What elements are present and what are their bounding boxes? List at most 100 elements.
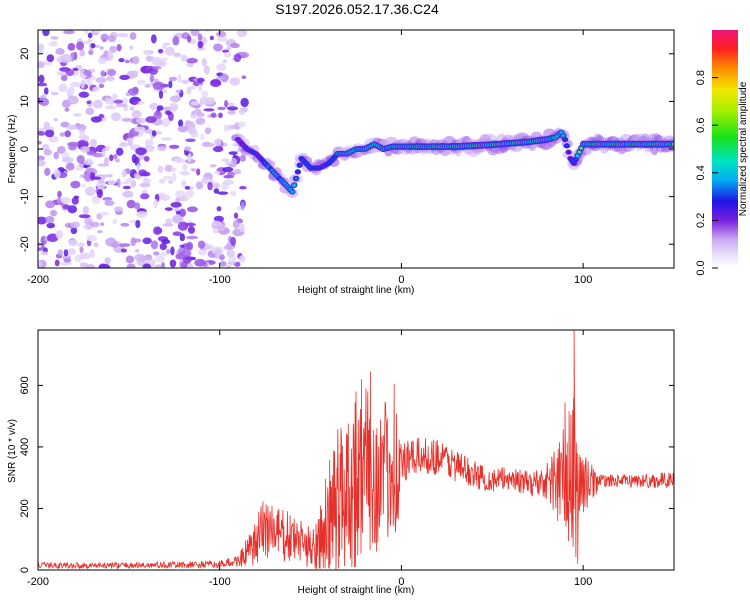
noise-blob — [179, 233, 185, 242]
noise-blob — [201, 58, 207, 67]
noise-blob — [93, 30, 102, 34]
noise-blob — [129, 106, 135, 111]
noise-blob — [98, 113, 105, 119]
noise-blob — [88, 49, 94, 55]
noise-blob — [83, 70, 92, 76]
noise-blob — [83, 40, 91, 45]
noise-blob — [38, 43, 45, 52]
noise-blob — [87, 32, 93, 39]
noise-blob — [60, 53, 72, 64]
ridge-mark — [574, 158, 577, 161]
noise-blob — [68, 86, 75, 96]
noise-blob — [164, 46, 175, 56]
noise-blob — [135, 219, 141, 229]
noise-blob — [86, 100, 92, 104]
noise-blob — [134, 253, 146, 262]
noise-blob — [216, 30, 227, 38]
noise-blob — [186, 206, 198, 213]
noise-blob — [73, 195, 80, 200]
noise-blob — [115, 103, 127, 108]
ridge-mark — [580, 147, 583, 150]
noise-blob — [70, 180, 81, 189]
noise-blob — [172, 36, 180, 46]
noise-blob — [68, 143, 77, 151]
noise-blob — [145, 116, 157, 123]
noise-blob — [149, 74, 155, 83]
noise-blob — [53, 117, 58, 122]
noise-blob — [138, 169, 148, 177]
noise-blob — [179, 170, 191, 176]
noise-blob — [101, 148, 107, 157]
noise-blob — [236, 30, 242, 37]
noise-blob — [43, 121, 51, 131]
noise-blob — [47, 233, 59, 242]
noise-blob — [177, 125, 188, 133]
noise-blob — [63, 30, 75, 35]
noise-blob — [160, 262, 165, 268]
noise-blob — [113, 153, 118, 160]
colorbar-tick-label: 0.0 — [695, 260, 707, 275]
snr-xtick-label: 0 — [398, 576, 404, 588]
noise-blob — [118, 57, 125, 63]
noise-blob — [222, 59, 228, 64]
noise-blob — [136, 211, 148, 218]
noise-blob — [169, 102, 179, 112]
noise-blob — [238, 52, 250, 58]
ridge-mark — [576, 154, 579, 157]
noise-blob — [79, 262, 89, 268]
noise-blob — [112, 218, 118, 224]
noise-blob — [92, 152, 104, 158]
ridge-mark — [296, 170, 299, 173]
noise-blob — [44, 129, 55, 138]
noise-blob — [38, 49, 45, 55]
noise-blob — [143, 255, 153, 261]
noise-blob — [209, 164, 217, 168]
noise-blob — [56, 70, 67, 76]
noise-blob — [197, 33, 203, 41]
noise-blob — [159, 252, 168, 257]
noise-blob — [223, 126, 232, 130]
noise-blob — [104, 105, 117, 110]
colorbar-gradient — [712, 30, 738, 268]
noise-blob — [108, 98, 115, 106]
noise-blob — [156, 105, 164, 111]
noise-blob — [181, 79, 190, 85]
snr-ytick-label: 600 — [19, 376, 31, 394]
noise-blob — [38, 82, 48, 87]
noise-blob — [134, 126, 146, 133]
noise-blob — [40, 251, 49, 256]
noise-blob — [195, 112, 205, 118]
noise-blob — [182, 163, 188, 171]
noise-blob — [238, 223, 245, 233]
noise-blob — [165, 218, 173, 225]
noise-blob — [93, 242, 99, 248]
noise-blob — [181, 179, 187, 188]
noise-blob — [217, 191, 229, 195]
noise-blob — [105, 198, 110, 206]
noise-blob — [228, 151, 238, 155]
noise-blob — [238, 108, 246, 116]
noise-blob — [107, 52, 114, 61]
noise-blob — [226, 171, 236, 177]
noise-blob — [169, 95, 181, 103]
noise-blob — [99, 46, 105, 50]
noise-blob — [137, 79, 146, 86]
noise-blob — [187, 153, 192, 163]
noise-blob — [62, 204, 71, 210]
noise-blob — [239, 154, 246, 162]
noise-blob — [111, 241, 119, 248]
noise-blob — [237, 121, 247, 128]
noise-blob — [76, 41, 85, 51]
noise-blob — [177, 196, 189, 202]
noise-blob — [92, 176, 102, 180]
noise-blob — [226, 46, 232, 51]
noise-blob — [108, 35, 116, 43]
spectrogram-xtick-label: 0 — [398, 274, 404, 286]
noise-blob — [212, 182, 220, 189]
noise-blob — [200, 133, 205, 141]
noise-blob — [217, 106, 226, 111]
noise-blob — [184, 146, 192, 152]
noise-blob — [55, 229, 63, 240]
noise-blob — [227, 110, 236, 115]
